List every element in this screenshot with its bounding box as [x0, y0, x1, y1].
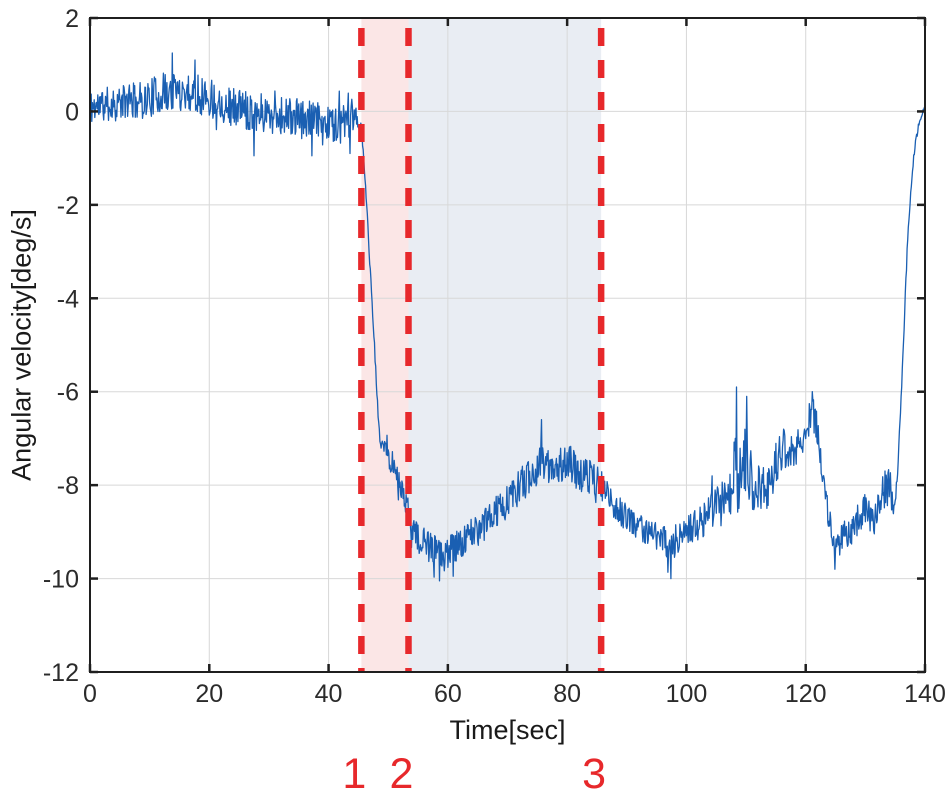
y-tick-label: -10	[43, 566, 79, 594]
y-axis-label: Angular velocity[deg/s]	[6, 209, 37, 481]
x-axis-label: Time[sec]	[449, 715, 566, 745]
y-tick-label: -4	[57, 285, 79, 313]
series-line-angular-velocity	[89, 52, 926, 582]
shaded-region	[408, 18, 602, 672]
event-marker-label-3: 3	[582, 750, 606, 798]
y-tick-label: 0	[65, 98, 79, 126]
x-tick-label: 20	[195, 680, 223, 708]
x-tick-label: 140	[904, 680, 945, 708]
event-marker-label-1: 1	[342, 750, 366, 798]
shaded-region	[361, 18, 409, 672]
y-tick-label: -6	[57, 379, 79, 407]
x-tick-label: 0	[83, 680, 97, 708]
axis-box	[89, 17, 926, 673]
y-tick-label: 2	[65, 5, 79, 33]
x-tick-label: 100	[666, 680, 708, 708]
event-marker-label-2: 2	[390, 750, 414, 798]
x-tick-label: 120	[785, 680, 827, 708]
y-tick-label: -2	[57, 192, 79, 220]
x-tick-label: 40	[315, 680, 343, 708]
x-tick-label: 60	[434, 680, 462, 708]
x-tick-label: 80	[553, 680, 581, 708]
y-tick-label: -8	[57, 472, 79, 500]
y-tick-label: -12	[43, 659, 79, 687]
